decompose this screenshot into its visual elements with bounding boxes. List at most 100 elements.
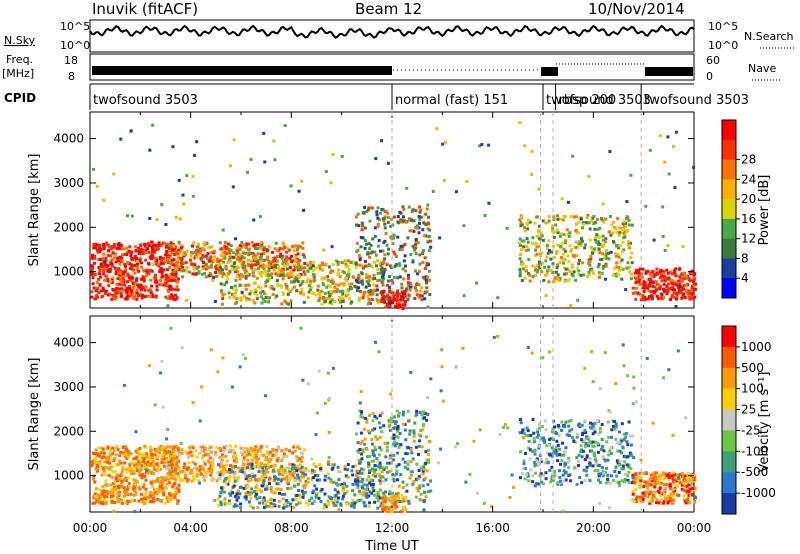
rti-cell: [359, 460, 363, 464]
rti-cell: [556, 424, 560, 427]
rti-cell: [403, 264, 407, 268]
rti-cell: [597, 478, 601, 482]
rti-cell: [694, 282, 697, 286]
rti-cell: [151, 456, 155, 460]
rti-cell: [137, 250, 141, 254]
rti-cell: [264, 469, 268, 473]
rti-cell: [108, 268, 112, 271]
rti-cell: [272, 498, 276, 502]
rti-cell: [288, 265, 292, 269]
rti-cell: [605, 251, 608, 255]
rti-cell: [397, 302, 401, 306]
rti-cell: [544, 471, 548, 475]
rti-cell: [243, 462, 247, 466]
rti-cell: [230, 285, 233, 289]
rti-cell: [189, 450, 192, 454]
rti-cell: [271, 453, 275, 457]
rti-cell: [654, 279, 658, 283]
rti-cell: [164, 446, 168, 450]
rti-cell: [377, 244, 380, 248]
rti-cell: [154, 273, 157, 277]
rti-cell: [168, 492, 171, 496]
rti-cell: [135, 297, 139, 301]
rti-cell: [147, 456, 151, 460]
rti-cell: [393, 473, 397, 477]
rti-cell: [360, 272, 364, 276]
rti-cell: [659, 276, 663, 280]
rti-cell: [102, 269, 106, 273]
rti-cell: [130, 257, 134, 261]
rti-cell: [518, 268, 522, 272]
rti-cell: [134, 491, 138, 495]
rti-cell: [594, 440, 598, 444]
rti-cell: [319, 465, 323, 469]
rti-cell: [226, 272, 230, 276]
rti-cell: [183, 464, 187, 467]
rti-cell: [660, 296, 664, 300]
rti-cell: [171, 275, 175, 279]
rti-cell: [563, 240, 567, 244]
rti-cell: [523, 467, 527, 471]
rti-cell: [678, 285, 682, 289]
rti-cell: [405, 489, 409, 493]
rti-cell: [143, 242, 147, 246]
rti-cell: [286, 271, 290, 275]
rti-cell: [258, 272, 262, 276]
rti-cell: [340, 155, 344, 158]
rti-cell: [231, 455, 235, 459]
rti-cell: [194, 255, 198, 259]
rti-cell: [351, 465, 355, 469]
rti-cell: [198, 451, 202, 455]
rti-cell: [600, 258, 604, 261]
rti-cell: [554, 451, 558, 455]
rti-cell: [364, 491, 368, 495]
rti-cell: [232, 265, 236, 269]
rti-cell: [288, 478, 291, 482]
rti-cell: [381, 283, 385, 287]
rti-cell: [635, 497, 639, 501]
rti-cell: [612, 240, 615, 243]
rti-cell: [382, 499, 385, 502]
rti-cell: [395, 291, 399, 295]
rti-cell: [216, 463, 220, 467]
rti-cell: [341, 497, 345, 501]
rti-cell: [671, 282, 675, 286]
rti-cell: [650, 290, 653, 294]
rti-cell: [288, 257, 292, 261]
rti-cell: [262, 479, 266, 483]
rti-cell: [326, 278, 330, 282]
rti-cell: [674, 476, 678, 480]
rti-cell: [279, 488, 283, 491]
rti-cell: [232, 484, 236, 488]
rti-cell: [101, 267, 105, 271]
rti-cell: [219, 491, 223, 495]
rti-cell: [203, 453, 207, 457]
rti-cell: [243, 267, 246, 271]
rti-cell: [373, 500, 377, 504]
rti-cell: [561, 441, 564, 445]
rti-cell: [203, 478, 207, 482]
rti-cell: [90, 272, 94, 276]
rti-cell: [601, 234, 605, 238]
rti-cell: [364, 239, 367, 242]
rti-cell: [235, 300, 239, 304]
rti-cell: [221, 302, 224, 306]
rti-cell: [376, 499, 380, 503]
rti-cell: [533, 440, 536, 444]
rti-cell: [397, 484, 401, 488]
rti-cell: [228, 475, 232, 479]
rti-cell: [96, 469, 100, 473]
rti-cell: [556, 217, 560, 221]
rti-cell: [103, 460, 107, 464]
rti-cell: [168, 275, 172, 278]
rti-cell: [442, 178, 446, 182]
rti-cell: [247, 474, 251, 478]
rti-cell: [667, 282, 670, 286]
rti-cell: [291, 451, 295, 455]
rti-cell: [296, 260, 300, 264]
rti-cell: [687, 475, 691, 479]
rti-cell: [535, 457, 539, 461]
rti-cell: [519, 221, 523, 225]
rti-cell: [140, 277, 144, 281]
rti-cell: [605, 256, 609, 260]
